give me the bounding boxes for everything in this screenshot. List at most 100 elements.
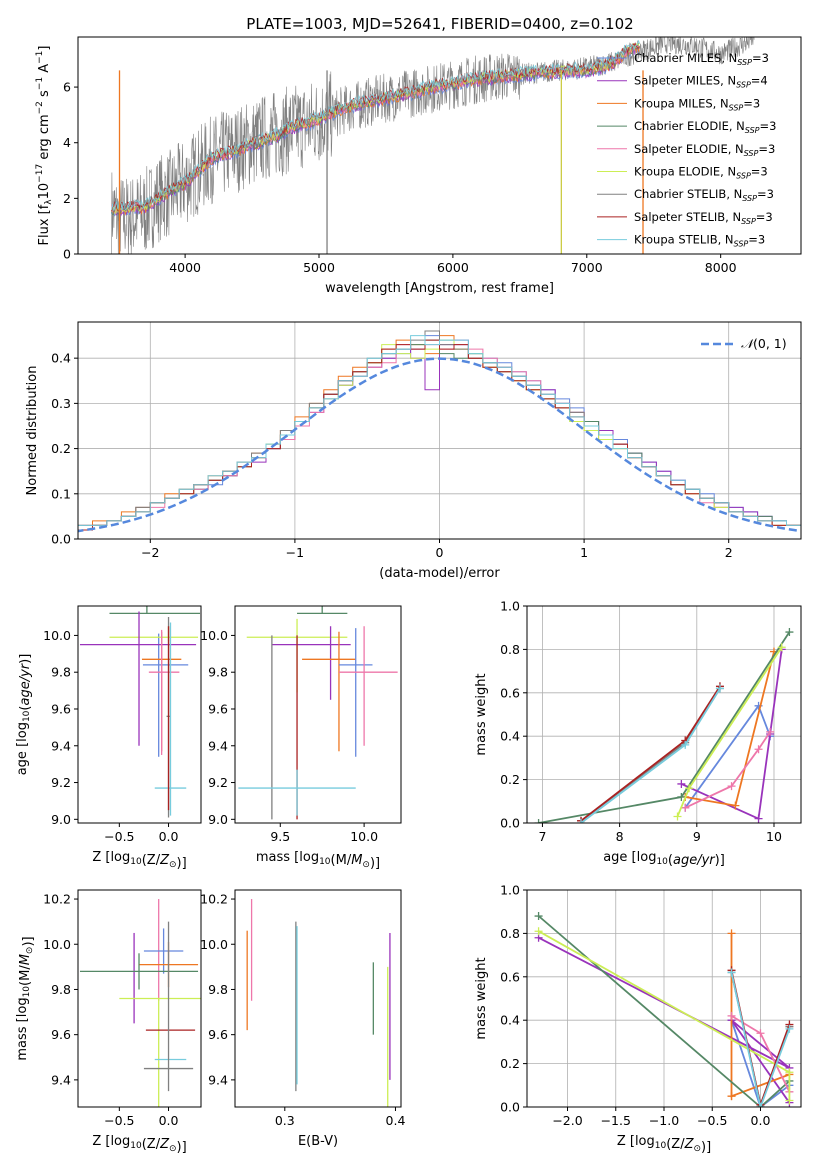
plot-area: [246, 899, 391, 1107]
y-tick-label: 9.6: [208, 701, 228, 716]
weight-marker: [685, 784, 694, 793]
y-tick-label: 0: [63, 247, 71, 262]
y-tick-label: 1.0: [500, 599, 520, 614]
chart-massweight-vs-age: 7 8 9 10 0.0 0.2 0.4 0.6 0.8 1.0 age [log10(age/yr…: [474, 599, 802, 868]
chart-massweight-vs-Z: −2.0 −1.5 −1.0 −0.5 0.0 0.0 0.2 0.4 0.6 0.8 1.0 Z […: [474, 883, 802, 1155]
y-tick-label: 0.4: [51, 351, 71, 366]
legend-entry: Chabrier MILES, NSSP=3: [634, 51, 769, 67]
weight-marker: [785, 1068, 794, 1077]
y-tick-label: 9.4: [51, 738, 71, 753]
x-tick-label: 9: [693, 829, 701, 844]
axes-frame: [526, 605, 802, 824]
legend-entry: Kroupa MILES, NSSP=3: [634, 96, 760, 112]
y-tick-label: 6: [63, 80, 71, 95]
y-axis-label: Flux [fλ10−17 erg cm−2 s−1 A−1]: [35, 46, 54, 246]
histogram-kroupa-stelib: [78, 335, 801, 531]
x-tick-label: 7000: [571, 260, 603, 275]
y-tick-label: 0.4: [500, 1013, 520, 1028]
y-tick-label: 9.6: [208, 1027, 228, 1042]
x-tick-label: −0.5: [104, 829, 134, 844]
legend-entry: Chabrier STELIB, NSSP=3: [634, 187, 774, 203]
y-tick-label: 10.0: [200, 628, 228, 643]
weight-line-salpeter-miles: [681, 649, 783, 821]
plot-area: [534, 628, 794, 823]
y-tick-label: 9.2: [208, 775, 228, 790]
weight-marker: [677, 792, 686, 801]
gaussian-curve: [78, 357, 801, 533]
weight-marker: [727, 968, 736, 977]
weight-marker: [785, 1024, 794, 1033]
legend-entry: Salpeter MILES, NSSP=4: [634, 74, 768, 90]
weight-marker: [534, 912, 543, 921]
x-tick-label: 0.0: [159, 1113, 179, 1128]
y-tick-label: 4: [63, 135, 71, 150]
x-tick-label: 0.0: [159, 829, 179, 844]
weight-marker: [673, 812, 682, 821]
y-tick-label: 0.1: [51, 486, 71, 501]
x-axis-label: Z [log10(Z/Z⊙)]: [617, 1134, 711, 1155]
x-tick-label: −1.0: [649, 1113, 679, 1128]
legend-entry: 𝒩(0, 1): [741, 336, 787, 351]
y-tick-label: 9.0: [51, 812, 71, 827]
y-tick-label: 9.8: [208, 665, 228, 680]
weight-line-salpeter-miles: [538, 936, 791, 1104]
chart-mass-vs-EBV: 0.3 0.4 9.4 9.6 9.8 10.0 10.2 E(B-V): [200, 889, 406, 1149]
chart-mass-vs-Z: −0.5 0.0 9.4 9.6 9.8 10.0 10.2 Z [log10(Z/Z⊙)] m…: [15, 889, 202, 1155]
model-line-chabrier-stelib: [111, 42, 640, 213]
chart-spectrum: 4000 5000 6000 7000 8000 0 2 4 6 wavelength [Angs…: [35, 36, 802, 296]
chart-age-vs-mass: 9.5 10.0 9.0 9.2 9.4 9.6 9.8 10.0 mass [log10(M/…: [200, 605, 402, 871]
weight-marker: [727, 929, 736, 938]
x-axis-label: (data-model)/error: [379, 566, 500, 581]
plot-area: [111, 37, 755, 254]
x-tick-label: 0.4: [386, 1113, 406, 1128]
figure-title: PLATE=1003, MJD=52641, FIBERID=0400, z=0…: [246, 15, 633, 33]
x-tick-label: 0.0: [751, 1113, 771, 1128]
weight-marker: [727, 1011, 736, 1020]
y-tick-label: 0.6: [500, 685, 520, 700]
weight-marker: [785, 628, 794, 637]
y-tick-label: 9.8: [51, 982, 71, 997]
axes-frame: [234, 889, 402, 1108]
y-tick-label: 0.2: [500, 1056, 520, 1071]
x-axis-label: age [log10(age/yr)]: [603, 850, 725, 868]
y-tick-label: 0.0: [500, 816, 520, 831]
y-tick-label: 0.8: [500, 926, 520, 941]
weight-marker: [727, 1092, 736, 1101]
y-tick-label: 10.0: [43, 937, 71, 952]
weight-marker: [754, 814, 763, 823]
y-tick-label: 9.6: [51, 1027, 71, 1042]
y-tick-label: 9.8: [208, 982, 228, 997]
plot-area: [79, 899, 201, 1107]
y-tick-label: 9.6: [51, 701, 71, 716]
weight-marker: [777, 643, 786, 652]
plot-area: [534, 912, 794, 1107]
weight-marker: [681, 803, 690, 812]
y-tick-label: 0.0: [51, 532, 71, 547]
y-tick-label: 0.2: [500, 772, 520, 787]
y-tick-label: 10.2: [43, 892, 71, 907]
x-tick-label: 7: [538, 829, 546, 844]
x-tick-label: 6000: [437, 260, 469, 275]
legend-entry: Chabrier ELODIE, NSSP=3: [634, 119, 776, 135]
weight-marker: [731, 801, 740, 810]
weight-marker: [577, 819, 586, 823]
x-axis-label: Z [log10(Z/Z⊙)]: [92, 850, 186, 871]
y-tick-label: 9.8: [51, 665, 71, 680]
legend-entry: Salpeter ELODIE, NSSP=3: [634, 142, 775, 158]
axes-frame: [77, 889, 202, 1108]
y-tick-label: 10.0: [43, 628, 71, 643]
plot-area: [238, 606, 398, 820]
legend-entry: Kroupa STELIB, NSSP=3: [634, 233, 765, 249]
weight-marker: [681, 740, 690, 749]
weight-line-chabrier-elodie: [538, 915, 791, 1107]
weight-line-kroupa-stelib: [730, 972, 791, 1107]
y-axis-label: age [log10(age/yr)]: [15, 654, 33, 776]
x-tick-label: 10.0: [350, 829, 378, 844]
weight-marker: [785, 1096, 794, 1105]
x-tick-label: −0.5: [104, 1113, 134, 1128]
weight-marker: [534, 819, 543, 823]
legend-entry: Kroupa ELODIE, NSSP=3: [634, 165, 768, 181]
chart-age-vs-Z: −0.5 0.0 9.0 9.2 9.4 9.6 9.8 10.0 Z [log10(Z/Z⊙)…: [15, 605, 202, 871]
axes-frame: [77, 36, 802, 255]
x-axis-label: mass [log10(M/M⊙)]: [256, 850, 380, 871]
